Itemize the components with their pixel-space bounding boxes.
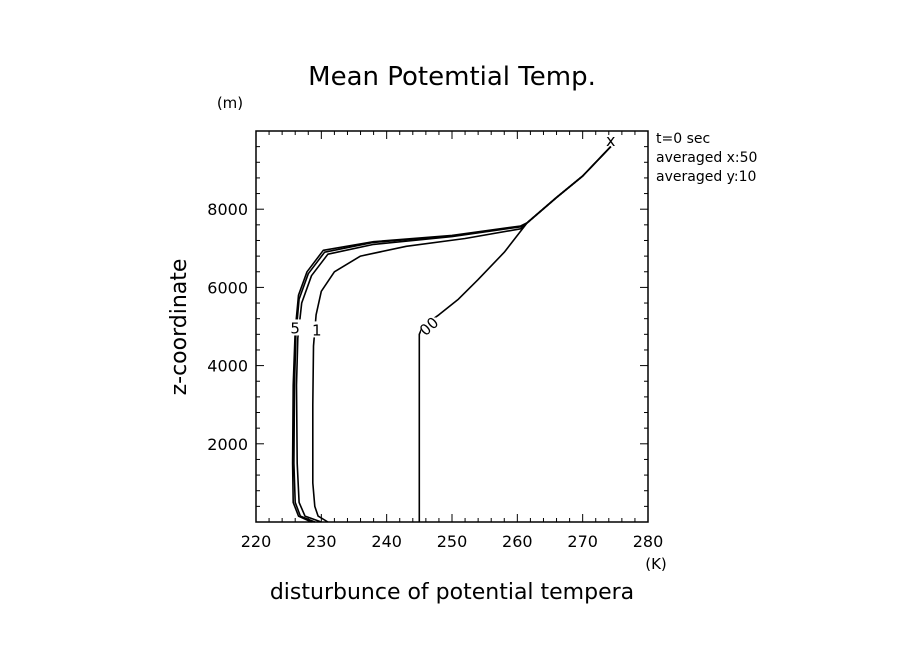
annotations: t=0 sec averaged x:50 averaged y:10 (656, 125, 904, 195)
x-tick-label: 260 (502, 532, 533, 551)
series-label-mask (308, 321, 325, 338)
x-tick-label: 250 (437, 532, 468, 551)
annotation-line: averaged y:10 (656, 169, 756, 185)
y-tick-label: 2000 (207, 435, 248, 454)
end-marker: x (606, 131, 615, 150)
series-line-t4 (291, 146, 612, 523)
annotation-line: t=0 sec (656, 131, 710, 147)
chart-title: Mean Potemtial Temp. (308, 62, 596, 92)
series-line-t3 (293, 146, 612, 523)
series-line-t0 (418, 146, 612, 522)
x-unit-label: (K) (645, 555, 667, 573)
y-tick-label: 8000 (207, 200, 248, 219)
series-label-mask (287, 319, 304, 336)
annotation-line: averaged x:50 (656, 150, 757, 166)
series-line-t1 (312, 146, 612, 523)
series-label-mask (421, 317, 438, 334)
series-label: 1 (312, 321, 322, 339)
annotation-clip-mask (780, 125, 904, 195)
x-axis-label: disturbunce of potential tempera (270, 580, 634, 605)
x-tick-label: 240 (371, 532, 402, 551)
y-tick-label: 6000 (207, 278, 248, 297)
series-label: 5 (290, 319, 300, 337)
x-tick-label: 270 (567, 532, 598, 551)
y-unit-label: (m) (217, 94, 243, 112)
x-tick-label: 280 (633, 532, 664, 551)
y-axis-label: z-coordinate (167, 259, 192, 396)
series-line-t2 (295, 146, 612, 523)
x-tick-label: 220 (241, 532, 272, 551)
axis-ticks: 220 230 240 250 260 270 280 2000 4000 6000 8000 (207, 130, 664, 551)
x-tick-label: 230 (306, 532, 337, 551)
y-tick-label: 4000 (207, 357, 248, 376)
